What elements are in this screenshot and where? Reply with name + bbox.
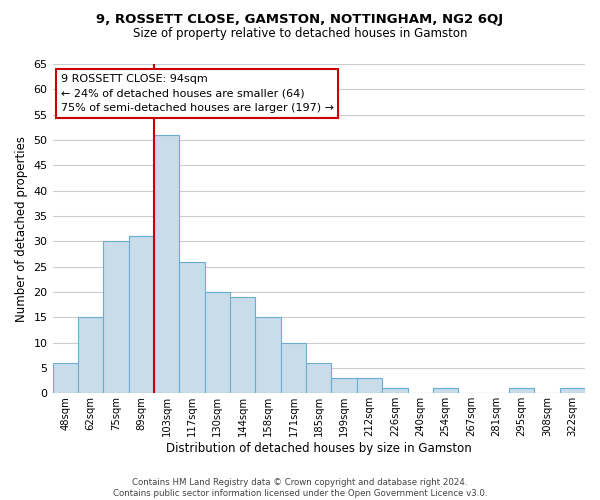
Text: 9 ROSSETT CLOSE: 94sqm
← 24% of detached houses are smaller (64)
75% of semi-det: 9 ROSSETT CLOSE: 94sqm ← 24% of detached… [61, 74, 334, 114]
Bar [205, 292, 230, 394]
Bar [331, 378, 357, 394]
Bar [382, 388, 407, 394]
Text: Size of property relative to detached houses in Gamston: Size of property relative to detached ho… [133, 28, 467, 40]
Text: Contains HM Land Registry data © Crown copyright and database right 2024.
Contai: Contains HM Land Registry data © Crown c… [113, 478, 487, 498]
Bar [179, 262, 205, 394]
Text: 9, ROSSETT CLOSE, GAMSTON, NOTTINGHAM, NG2 6QJ: 9, ROSSETT CLOSE, GAMSTON, NOTTINGHAM, N… [97, 12, 503, 26]
Bar [509, 388, 534, 394]
Bar [256, 318, 281, 394]
Bar [560, 388, 585, 394]
Bar [128, 236, 154, 394]
Bar [103, 242, 128, 394]
Bar [357, 378, 382, 394]
Bar [306, 363, 331, 394]
Bar [53, 363, 78, 394]
X-axis label: Distribution of detached houses by size in Gamston: Distribution of detached houses by size … [166, 442, 472, 455]
Bar [230, 297, 256, 394]
Bar [433, 388, 458, 394]
Bar [281, 342, 306, 394]
Bar [78, 318, 103, 394]
Bar [154, 135, 179, 394]
Y-axis label: Number of detached properties: Number of detached properties [15, 136, 28, 322]
